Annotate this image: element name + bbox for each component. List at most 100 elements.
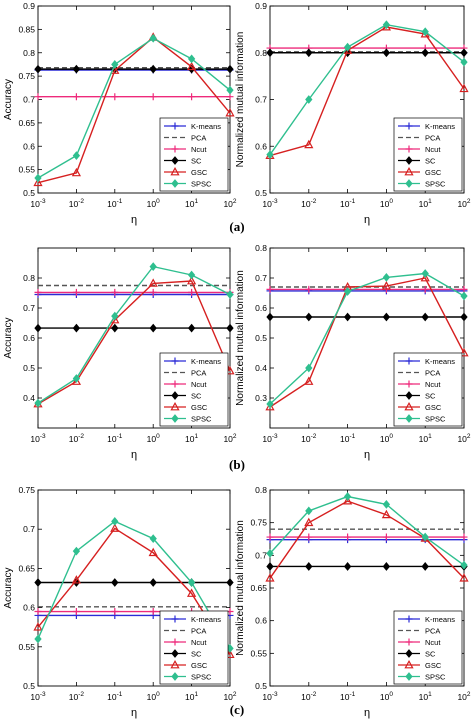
- x-tick-label: 10-2: [301, 198, 317, 209]
- series-line: [269, 23, 465, 156]
- x-tick-label: 100: [380, 691, 393, 702]
- legend-marker: [170, 401, 180, 411]
- data-point: [460, 533, 468, 541]
- legend-marker: [170, 659, 180, 669]
- y-tick-label: 0.7: [23, 95, 35, 105]
- y-tick-label: 0.8: [23, 273, 35, 283]
- legend-label: SC: [425, 157, 436, 166]
- series-line: [37, 265, 231, 404]
- legend-label: Ncut: [191, 638, 207, 647]
- y-tick-label: 0.65: [250, 583, 267, 593]
- data-point: [421, 562, 429, 571]
- x-axis-label: η: [131, 449, 137, 461]
- data-point: [34, 93, 42, 101]
- y-axis-label: Accuracy: [3, 567, 14, 608]
- panel-label-b: (b): [229, 457, 245, 472]
- data-point: [188, 93, 196, 101]
- x-tick-label: 100: [380, 433, 393, 444]
- y-tick-label: 0.4: [23, 393, 35, 403]
- data-point: [382, 48, 391, 58]
- data-point: [305, 312, 313, 322]
- data-point: [225, 108, 235, 117]
- x-tick-label: 10-3: [262, 433, 278, 444]
- x-tick-label: 100: [147, 198, 160, 209]
- y-tick-label: 0.6: [23, 141, 35, 151]
- data-point: [149, 323, 157, 333]
- legend-marker: [171, 156, 179, 165]
- legend-label: SPSC: [425, 415, 446, 424]
- y-tick-label: 0.5: [23, 681, 35, 691]
- data-point: [33, 177, 43, 187]
- data-point: [149, 578, 157, 587]
- data-point: [226, 290, 234, 299]
- data-point: [382, 273, 391, 282]
- legend-label: SC: [425, 650, 436, 659]
- series-line: [269, 272, 465, 405]
- x-tick-label: 10-1: [107, 198, 123, 209]
- y-tick-label: 0.6: [23, 333, 35, 343]
- x-tick-label: 101: [185, 198, 198, 209]
- x-tick-label: 102: [457, 198, 470, 209]
- legend-label: GSC: [425, 168, 442, 177]
- y-tick-label: 0.8: [255, 48, 267, 58]
- legend-marker: [171, 638, 179, 646]
- legend-label: SC: [425, 392, 436, 401]
- y-tick-label: 0.6: [255, 303, 267, 313]
- series-line: [37, 37, 231, 179]
- legend-label: PCA: [425, 134, 440, 143]
- data-point: [149, 262, 157, 271]
- x-tick-label: 10-2: [301, 691, 317, 702]
- legend-marker: [405, 414, 413, 423]
- data-point: [459, 83, 469, 93]
- data-point: [72, 323, 81, 333]
- series-sc: [34, 323, 234, 333]
- data-point: [226, 578, 234, 587]
- y-tick-label: 0.5: [255, 681, 267, 691]
- y-tick-label: 0.3: [255, 393, 267, 403]
- data-point: [343, 42, 352, 52]
- y-tick-label: 0.75: [18, 71, 35, 81]
- data-point: [421, 532, 429, 542]
- data-point: [226, 85, 234, 95]
- x-tick-label: 10-3: [262, 691, 278, 702]
- data-point: [382, 20, 391, 30]
- y-tick-label: 0.55: [250, 648, 267, 658]
- legend-label: SC: [191, 157, 202, 166]
- data-point: [34, 64, 42, 74]
- series-spsc: [266, 20, 468, 160]
- data-point: [382, 533, 390, 541]
- data-point: [72, 288, 80, 296]
- x-axis-label: η: [364, 449, 370, 461]
- data-point: [305, 95, 313, 104]
- series-line: [269, 500, 465, 579]
- data-point: [343, 492, 352, 501]
- x-tick-label: 101: [419, 433, 432, 444]
- legend-marker: [405, 672, 413, 681]
- x-tick-label: 10-1: [107, 433, 123, 444]
- data-point: [111, 608, 119, 616]
- data-point: [72, 608, 80, 616]
- y-tick-label: 0.65: [18, 118, 35, 128]
- y-tick-label: 0.7: [255, 95, 267, 105]
- data-point: [111, 578, 119, 587]
- data-point: [460, 560, 468, 570]
- legend: K-means PCA Ncut SC GSC SPSC: [159, 117, 229, 192]
- data-point: [71, 575, 82, 584]
- y-tick-label: 0.7: [23, 524, 35, 534]
- legend-label: GSC: [425, 661, 442, 670]
- legend-marker: [171, 391, 179, 400]
- data-point: [266, 533, 274, 541]
- x-tick-label: 10-2: [69, 691, 85, 702]
- legend-label: PCA: [191, 134, 206, 143]
- x-tick-label: 101: [185, 433, 198, 444]
- chart-2: 10-3 10-2 10-1 100 101 102 0.5 0.6 0.7 0.8 0.9 η Nor…: [235, 1, 471, 226]
- data-point: [344, 533, 352, 541]
- data-point: [34, 398, 42, 408]
- legend: K-means PCA Ncut SC GSC SPSC: [159, 352, 229, 427]
- series-spsc: [266, 492, 468, 570]
- series-gsc: [265, 272, 469, 411]
- x-tick-label: 100: [147, 433, 160, 444]
- legend-label: Ncut: [425, 638, 441, 647]
- legend-label: Ncut: [191, 145, 207, 154]
- series-spsc: [266, 269, 468, 409]
